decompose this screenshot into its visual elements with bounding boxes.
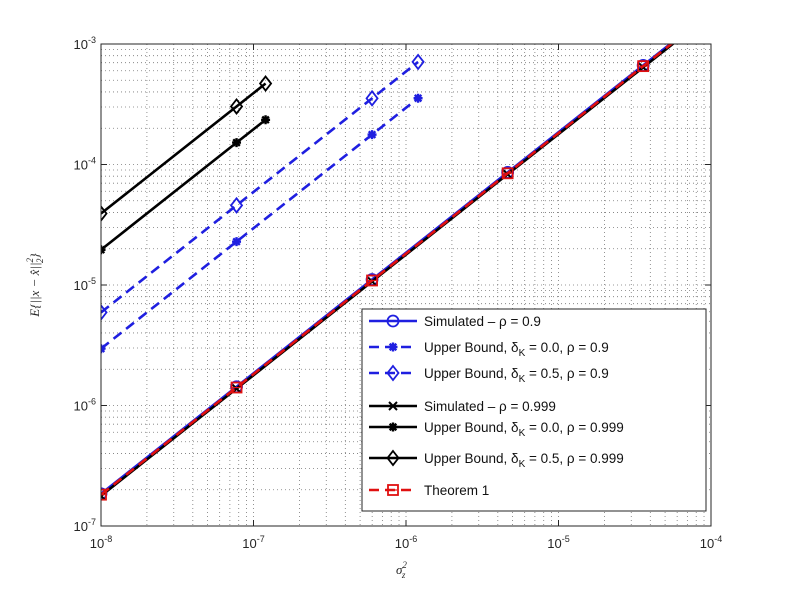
data-point-3 [101, 303, 108, 321]
legend-item-4: Simulated – ρ = 0.999 [369, 399, 556, 414]
legend-item-5: Upper Bound, δK = 0.0, ρ = 0.999 [369, 420, 624, 439]
data-point-3 [365, 89, 379, 107]
x-tick-label: 10-6 [395, 534, 417, 551]
legend-box [361, 308, 707, 512]
legend-marker [386, 449, 400, 467]
legend-label: Simulated – ρ = 0.999 [424, 399, 556, 414]
legend-label: Theorem 1 [424, 483, 489, 498]
series-5 [101, 115, 271, 255]
legend-marker [388, 422, 398, 432]
svg-text:E{||x − x̂||22}: E{||x − x̂||22} [25, 252, 45, 317]
legend-item-2: Upper Bound, δK = 0.0, ρ = 0.9 [369, 340, 609, 359]
y-axis-label: E{||x − x̂||22} [25, 252, 45, 317]
data-point-7 [366, 274, 378, 287]
grid [101, 44, 711, 526]
data-point-7 [101, 488, 107, 501]
y-tick-label: 10-4 [74, 156, 96, 173]
legend-label: Upper Bound, δK = 0.0, ρ = 0.999 [424, 420, 624, 439]
series-3 [101, 53, 425, 321]
data-point-4 [231, 383, 242, 394]
legend-label: Simulated – ρ = 0.9 [424, 314, 541, 329]
data-point-2 [232, 237, 242, 247]
legend-label: Upper Bound, δK = 0.0, ρ = 0.9 [424, 340, 609, 359]
legend-item-1: Simulated – ρ = 0.9 [369, 314, 541, 329]
legend-label: Upper Bound, δK = 0.5, ρ = 0.999 [424, 451, 624, 470]
legend-item-6: Upper Bound, δK = 0.5, ρ = 0.999 [369, 449, 624, 470]
legend-item-3: Upper Bound, δK = 0.5, ρ = 0.9 [369, 364, 609, 385]
series-line-7 [101, 44, 674, 496]
series-2 [101, 93, 423, 354]
data-point-3 [229, 196, 244, 214]
legend-item-7: Theorem 1 [369, 483, 489, 498]
x-tick-label: 10-4 [700, 534, 722, 551]
legend-marker [388, 401, 398, 411]
series-line-2 [101, 97, 419, 350]
data-point-6 [101, 205, 108, 222]
legend: Simulated – ρ = 0.9 Upper Bound, δK = 0.0… [361, 308, 707, 512]
data-point-3 [411, 53, 425, 71]
legend-marker [387, 484, 399, 496]
series-7 [101, 44, 674, 501]
x-tick-label: 10-7 [242, 534, 264, 551]
svg-text:σ2z: σ2 z [396, 560, 407, 580]
data-point-5 [261, 115, 271, 125]
data-point-6 [258, 75, 273, 92]
legend-marker [388, 342, 398, 352]
data-point-6 [229, 98, 244, 115]
series-6 [101, 75, 273, 222]
data-point-7 [637, 60, 650, 73]
y-tick-label: 10-3 [74, 35, 96, 52]
x-tick-label: 10-5 [547, 534, 569, 551]
legend-marker [386, 314, 400, 328]
y-tick-label: 10-7 [74, 517, 96, 534]
series-line-6 [101, 82, 267, 215]
data-point-7 [230, 381, 243, 394]
x-axis-label: σ2 z [396, 560, 407, 580]
y-tick-label: 10-5 [74, 276, 96, 293]
data-point-5 [232, 138, 242, 148]
legend-label: Upper Bound, δK = 0.5, ρ = 0.9 [424, 366, 609, 385]
legend-marker [386, 364, 400, 382]
data-point-2 [367, 130, 377, 140]
series-line-3 [101, 60, 419, 314]
series-group [101, 44, 675, 501]
y-tick-label: 10-6 [74, 397, 96, 414]
data-point-7 [501, 167, 514, 180]
data-point-2 [413, 93, 423, 103]
x-tick-label: 10-8 [90, 534, 112, 551]
